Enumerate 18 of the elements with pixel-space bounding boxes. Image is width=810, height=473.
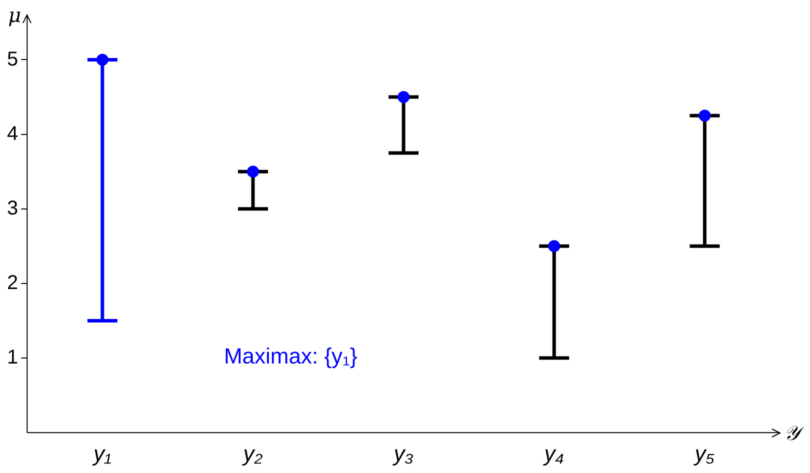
x-tick-label: y₃ bbox=[392, 440, 414, 466]
y-tick-label: 4 bbox=[7, 122, 18, 145]
x-tick-label: y₂ bbox=[241, 440, 264, 466]
point bbox=[246, 166, 259, 178]
y-tick-label: 1 bbox=[7, 346, 18, 369]
x-tick-label: y₅ bbox=[692, 440, 715, 466]
y-tick-label: 3 bbox=[7, 197, 18, 220]
annotation: Maximax: {y₁} bbox=[224, 343, 358, 368]
y-tick-label: 5 bbox=[7, 48, 18, 70]
x-axis-title: 𝒴 bbox=[784, 420, 805, 445]
y-tick-label: 2 bbox=[7, 272, 18, 294]
point bbox=[398, 91, 410, 104]
y-axis-title: μ bbox=[8, 3, 22, 28]
x-tick-label: y₁ bbox=[91, 440, 112, 466]
x-tick-label: y₄ bbox=[542, 440, 564, 466]
point bbox=[698, 110, 711, 122]
point bbox=[96, 54, 108, 66]
point bbox=[548, 240, 560, 252]
